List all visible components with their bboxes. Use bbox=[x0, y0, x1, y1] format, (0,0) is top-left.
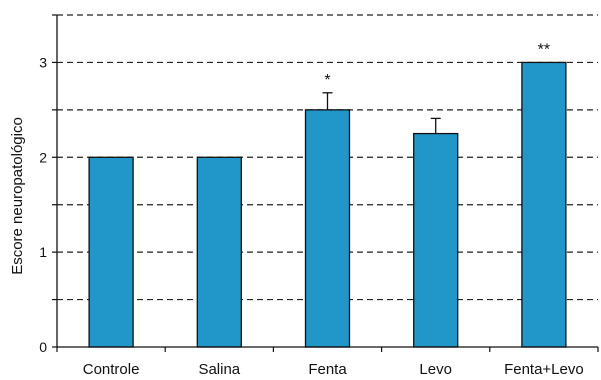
error-bars bbox=[322, 92, 441, 134]
y-axis-label: Escore neuropatológico bbox=[9, 117, 26, 275]
significance-marker: ** bbox=[538, 41, 550, 58]
significance-markers: *** bbox=[324, 41, 550, 88]
y-tick-label: 2 bbox=[39, 149, 47, 165]
bars bbox=[88, 61, 567, 348]
x-tick-label: Fenta bbox=[308, 361, 347, 378]
x-tick-label: Salina bbox=[198, 361, 240, 378]
bar-levo bbox=[413, 132, 459, 348]
bar-fenta-levo bbox=[521, 61, 567, 348]
x-category-labels: Controle Salina Fenta Levo Fenta+Levo bbox=[83, 361, 584, 378]
y-tick-labels: 0 1 2 3 bbox=[39, 54, 47, 355]
y-tick-label: 1 bbox=[39, 244, 47, 260]
bar-salina bbox=[196, 156, 242, 348]
y-tick-label: 0 bbox=[39, 339, 47, 355]
bar-fenta bbox=[304, 109, 351, 348]
x-tick-label: Controle bbox=[83, 361, 140, 378]
y-tick-label: 3 bbox=[39, 54, 47, 70]
bar-controle bbox=[88, 156, 134, 348]
x-tick-label: Fenta+Levo bbox=[504, 361, 584, 378]
significance-marker: * bbox=[324, 72, 330, 89]
axes bbox=[52, 14, 599, 352]
x-tick-label: Levo bbox=[419, 361, 452, 378]
